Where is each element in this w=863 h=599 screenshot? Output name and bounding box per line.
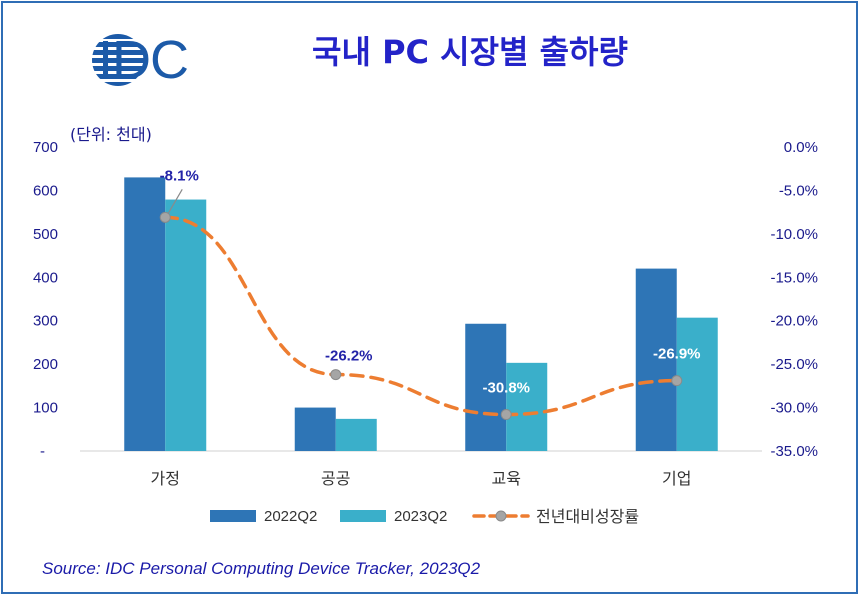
y-left-tick-label: 400 — [33, 269, 58, 286]
data-label-leader-line — [167, 189, 183, 214]
bar-2023q2 — [335, 418, 377, 451]
growth-rate-data-label: -26.2% — [325, 348, 373, 365]
legend-label-2022q2: 2022Q2 — [264, 508, 317, 525]
y-right-tick-label: -15.0% — [770, 269, 818, 286]
legend-label-2023q2: 2023Q2 — [394, 508, 447, 525]
idc-logo-text: IDC — [98, 30, 189, 90]
growth-rate-marker — [500, 409, 512, 421]
y-left-tick-label: 300 — [33, 313, 58, 330]
bar-2022q2 — [635, 268, 677, 451]
y-right-tick-label: -10.0% — [770, 226, 818, 243]
growth-rate-marker — [159, 211, 171, 223]
x-category-label: 기업 — [662, 469, 691, 488]
y-right-tick-label: -25.0% — [770, 356, 818, 373]
legend-swatch-growth-marker — [495, 510, 507, 522]
y-right-tick-label: -30.0% — [770, 400, 818, 417]
x-category-label: 교육 — [492, 469, 521, 488]
y-left-tick-label: 700 — [33, 139, 58, 156]
x-category-label: 공공 — [321, 469, 350, 488]
legend-swatch-2022q2 — [210, 510, 256, 522]
y-left-tick-label: - — [40, 443, 45, 460]
bar-2022q2 — [465, 323, 507, 451]
growth-rate-marker — [671, 375, 683, 387]
growth-rate-line — [163, 215, 679, 417]
bar-2023q2 — [165, 199, 207, 451]
y-right-tick-label: -20.0% — [770, 313, 818, 330]
y-right-tick-label: -5.0% — [779, 182, 818, 199]
chart-title: 국내 PC 시장별 출하량 — [312, 33, 628, 71]
source-note: Source: IDC Personal Computing Device Tr… — [42, 559, 481, 578]
x-category-label: 가정 — [151, 469, 180, 488]
bar-2023q2 — [676, 317, 718, 451]
legend-label-growth-rate: 전년대비성장률 — [536, 507, 639, 526]
growth-rate-marker — [330, 369, 342, 381]
y-left-tick-label: 200 — [33, 356, 58, 373]
y-right-tick-label: -35.0% — [770, 443, 818, 460]
unit-label: (단위: 천대) — [70, 125, 152, 144]
bar-2022q2 — [124, 177, 166, 451]
y-left-tick-label: 500 — [33, 226, 58, 243]
bar-2022q2 — [294, 407, 336, 451]
y-left-tick-label: 100 — [33, 400, 58, 417]
bar-2023q2 — [506, 362, 548, 451]
y-left-tick-label: 600 — [33, 182, 58, 199]
legend-swatch-2023q2 — [340, 510, 386, 522]
y-right-tick-label: 0.0% — [784, 139, 818, 156]
growth-rate-data-label: -26.9% — [653, 346, 701, 363]
growth-rate-data-label: -8.1% — [160, 167, 199, 184]
idc-logo-mark — [92, 34, 144, 86]
growth-rate-data-label: -30.8% — [482, 380, 530, 397]
